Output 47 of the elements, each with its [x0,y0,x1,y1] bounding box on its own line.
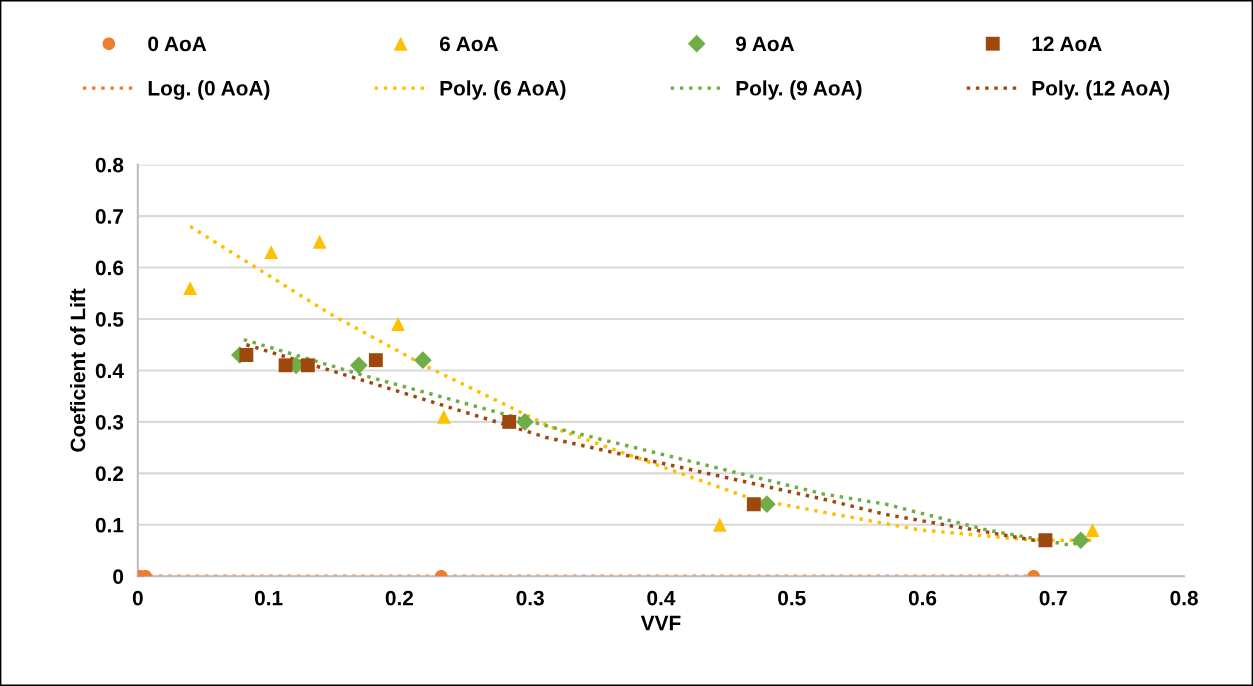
point [712,517,727,532]
legend-label: Poly. (6 AoA) [440,80,566,100]
y-tick-label: 0.6 [95,260,124,276]
x-tick-label: 0.7 [1039,590,1067,606]
point [1085,522,1100,537]
legend-label: 12 AoA [1032,36,1102,52]
x-tick-label: 0.8 [1170,590,1198,606]
x-tick-label: 0.1 [254,590,283,606]
point [239,348,254,362]
y-tick-label: 0.7 [95,209,124,224]
legend-label: Poly. (9 AoA) [736,80,862,100]
x-tick-label: 0.6 [908,590,937,606]
point [436,409,451,424]
point [368,353,383,368]
y-tick-label: 0.2 [95,466,124,482]
legend-label: Log. (0 AoA) [148,80,270,100]
point [312,234,327,249]
point [502,414,517,429]
x-tick-label: 0.2 [385,590,414,606]
point [391,317,406,332]
point [758,495,776,514]
x-tick-label: 0.5 [778,590,806,606]
point [414,351,432,369]
point [746,497,761,512]
point [1038,533,1053,548]
legend-label: 6 AoA [439,36,499,52]
point [278,358,293,373]
point [350,356,368,375]
point [300,358,315,373]
y-tick-label: 0.5 [95,311,124,327]
legend-label: 0 AoA [148,36,207,52]
y-tick-label: 0 [113,569,124,584]
x-axis-title: VVF [640,615,681,631]
legend-label: 9 AoA [735,36,795,52]
point [183,281,198,296]
y-tick-label: 0.1 [95,517,124,533]
legend-label: Poly. (12 AoA) [1032,80,1170,100]
x-tick-label: 0.3 [516,590,544,606]
y-tick-label: 0.8 [95,157,124,173]
point [264,245,279,260]
y-tick-label: 0.4 [95,363,124,379]
point [1071,531,1090,550]
y-tick-label: 0.3 [95,414,124,430]
x-tick-label: 0.4 [647,590,676,606]
y-axis-title: Coeficient of Lift [70,288,86,452]
point [516,413,534,431]
x-tick-label: 0 [132,590,143,606]
